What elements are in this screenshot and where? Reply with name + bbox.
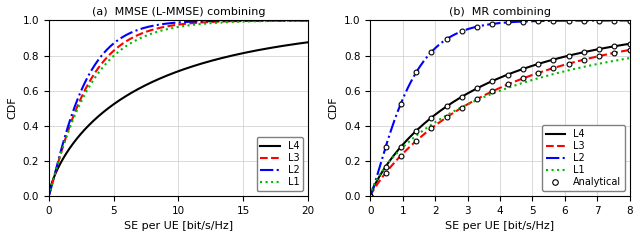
Legend: L4, L3, L2, L1: L4, L3, L2, L1 xyxy=(257,137,303,191)
Title: (b)  MR combining: (b) MR combining xyxy=(449,7,551,17)
X-axis label: SE per UE [bit/s/Hz]: SE per UE [bit/s/Hz] xyxy=(445,221,555,231)
Legend: L4, L3, L2, L1, Analytical: L4, L3, L2, L1, Analytical xyxy=(541,125,625,191)
Y-axis label: CDF: CDF xyxy=(328,97,339,119)
X-axis label: SE per UE [bit/s/Hz]: SE per UE [bit/s/Hz] xyxy=(124,221,233,231)
Y-axis label: CDF: CDF xyxy=(7,97,17,119)
Title: (a)  MMSE (L-MMSE) combining: (a) MMSE (L-MMSE) combining xyxy=(92,7,265,17)
